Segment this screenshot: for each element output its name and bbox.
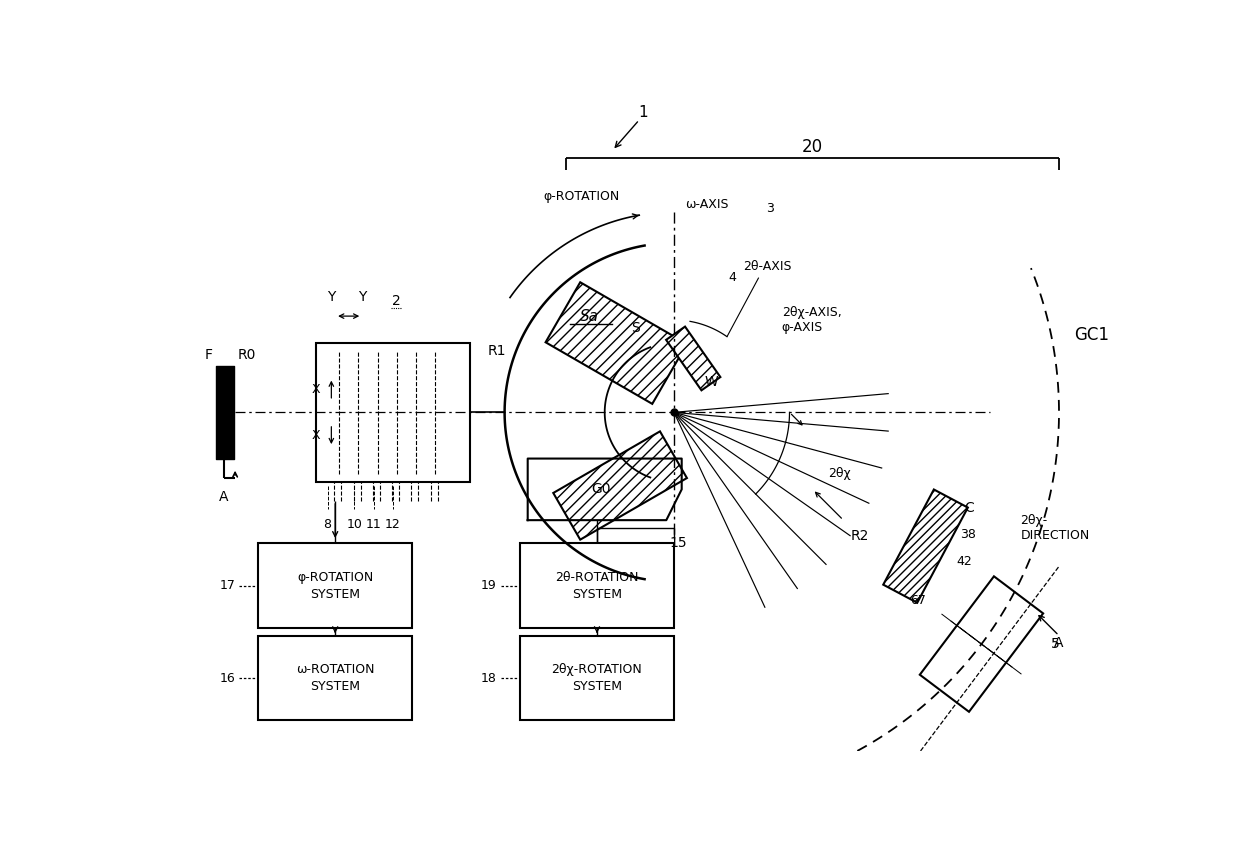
Polygon shape	[546, 282, 687, 404]
Bar	[258, 636, 412, 721]
Text: R0: R0	[238, 348, 255, 361]
Text: F: F	[205, 348, 212, 361]
Text: ω-AXIS: ω-AXIS	[686, 198, 729, 211]
Text: 19: 19	[481, 579, 497, 592]
Text: 8: 8	[324, 517, 331, 531]
Text: S: S	[631, 321, 640, 335]
Text: Y: Y	[358, 289, 366, 304]
Text: 67: 67	[910, 593, 926, 607]
Text: X: X	[311, 429, 320, 442]
Text: W: W	[704, 375, 718, 388]
Text: 2θχ-AXIS,: 2θχ-AXIS,	[781, 306, 842, 319]
Text: 5: 5	[1050, 637, 1059, 651]
Text: φ-AXIS: φ-AXIS	[781, 322, 823, 334]
Text: R1: R1	[487, 344, 506, 358]
Text: 16: 16	[219, 672, 236, 684]
Text: G0: G0	[591, 483, 610, 496]
Text: 2θχ-ROTATION
SYSTEM: 2θχ-ROTATION SYSTEM	[552, 663, 642, 693]
Text: 42: 42	[956, 555, 972, 568]
Polygon shape	[883, 490, 968, 603]
Text: 10: 10	[346, 517, 362, 531]
Text: 1: 1	[639, 105, 649, 120]
Text: 18: 18	[481, 672, 497, 684]
Polygon shape	[920, 576, 1043, 711]
Text: 2θ-AXIS: 2θ-AXIS	[743, 260, 792, 273]
Text: φ-ROTATION
SYSTEM: φ-ROTATION SYSTEM	[298, 571, 373, 601]
Text: ω-ROTATION
SYSTEM: ω-ROTATION SYSTEM	[296, 663, 374, 693]
Text: 11: 11	[366, 517, 382, 531]
Text: A: A	[218, 490, 228, 504]
Text: 38: 38	[960, 528, 976, 541]
Polygon shape	[553, 431, 687, 539]
Text: GC1: GC1	[1074, 327, 1110, 344]
Text: C: C	[963, 500, 973, 515]
Polygon shape	[666, 327, 720, 390]
Text: φ-ROTATION: φ-ROTATION	[543, 190, 619, 203]
Text: R2: R2	[851, 528, 869, 543]
Text: X: X	[311, 383, 320, 396]
Text: 2θ-ROTATION
SYSTEM: 2θ-ROTATION SYSTEM	[556, 571, 639, 601]
Text: A: A	[1054, 636, 1064, 651]
Text: 2θχ-
DIRECTION: 2θχ- DIRECTION	[1021, 514, 1090, 542]
Bar	[520, 636, 675, 721]
Text: 15: 15	[670, 536, 687, 550]
Text: 20: 20	[802, 138, 823, 155]
Text: Sa: Sa	[580, 309, 599, 323]
Text: 4: 4	[728, 271, 735, 284]
Text: 2θχ: 2θχ	[828, 468, 851, 480]
Text: 2: 2	[392, 294, 402, 308]
Bar	[316, 343, 470, 482]
Text: Y: Y	[327, 289, 336, 304]
Text: 17: 17	[219, 579, 236, 592]
Bar	[258, 544, 412, 628]
Bar	[520, 544, 675, 628]
Text: 12: 12	[386, 517, 401, 531]
Text: 3: 3	[766, 202, 774, 215]
